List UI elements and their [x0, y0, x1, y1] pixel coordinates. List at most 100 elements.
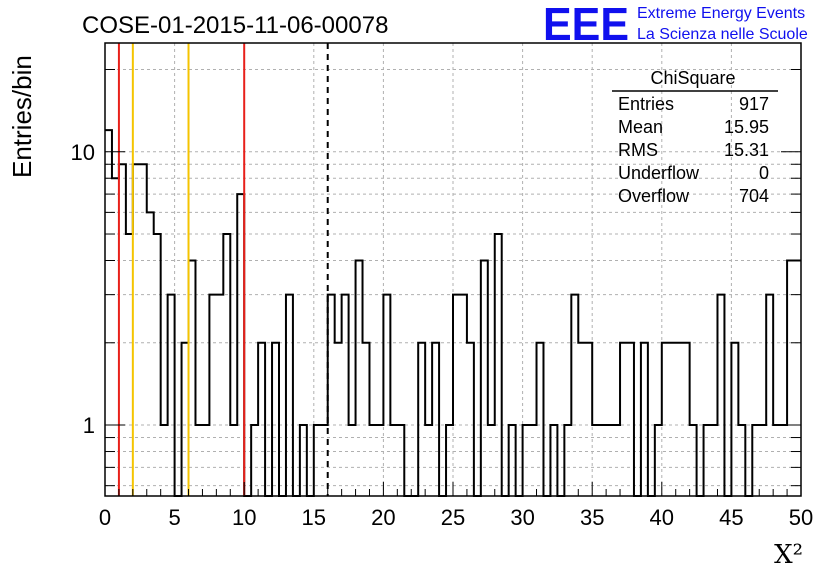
y-tick-label: 10 — [71, 140, 95, 165]
stats-value: 0 — [759, 163, 769, 183]
histogram-bin — [105, 130, 112, 496]
x-tick-label: 20 — [371, 505, 395, 530]
histogram-bin — [773, 425, 780, 496]
histogram-bin — [585, 343, 592, 496]
y-tick-labels: 1 10 — [71, 140, 95, 438]
histogram-bin — [717, 295, 724, 496]
histogram-bin — [766, 295, 773, 496]
histogram-bin — [237, 194, 244, 496]
histogram-bin — [787, 261, 794, 496]
histogram-bin — [272, 343, 279, 496]
histogram-bin — [690, 425, 697, 496]
logo-line-2: La Scienza nelle Scuole — [637, 26, 808, 43]
chart-title: COSE-01-2015-11-06-00078 — [82, 12, 388, 39]
histogram-bin — [495, 234, 502, 496]
histogram-bin — [314, 425, 321, 496]
histogram-bin — [418, 343, 425, 496]
histogram-bin — [119, 164, 126, 496]
x-tick-label: 45 — [719, 505, 743, 530]
histogram-bin — [133, 164, 140, 496]
histogram-bin — [606, 425, 613, 496]
histogram-bin — [258, 343, 265, 496]
stats-label: RMS — [618, 140, 658, 160]
histogram-bin — [328, 295, 335, 496]
x-tick-label: 10 — [232, 505, 256, 530]
x-tick-label: 35 — [580, 505, 604, 530]
histogram-bin — [300, 425, 307, 496]
histogram-bin — [488, 425, 495, 496]
histogram-bin — [481, 261, 488, 496]
y-axis-title: Entries/bin — [7, 55, 37, 178]
y-tick-label: 1 — [83, 413, 95, 438]
histogram-bin — [564, 425, 571, 496]
x-tick-label: 0 — [99, 505, 111, 530]
x-tick-label: 30 — [510, 505, 534, 530]
x-tick-label: 50 — [789, 505, 813, 530]
histogram-bin — [509, 425, 516, 496]
histogram-bin — [683, 343, 690, 496]
histogram-bin — [390, 425, 397, 496]
histogram-bin — [161, 425, 168, 496]
histogram-bin — [147, 212, 154, 496]
x-tick-labels: 0 5 10 15 20 25 30 35 40 45 50 — [99, 505, 813, 530]
histogram-bin — [342, 295, 349, 496]
histogram-bins — [105, 129, 801, 497]
histogram-bin — [537, 343, 544, 496]
histogram-bin — [627, 343, 634, 496]
histogram-bin — [112, 178, 119, 496]
histogram-bin — [251, 425, 258, 496]
histogram-bin — [620, 343, 627, 496]
x-tick-label: 40 — [650, 505, 674, 530]
stats-title: ChiSquare — [650, 68, 735, 88]
stats-value: 15.95 — [724, 117, 769, 137]
histogram-bin — [752, 425, 759, 496]
histogram-bin — [731, 343, 738, 496]
stats-box: ChiSquare Entries 917 Mean 15.95 RMS 15.31 Und… — [612, 68, 778, 206]
histogram-bin — [530, 425, 537, 496]
histogram-bin — [738, 425, 745, 496]
histogram-bin — [704, 425, 711, 496]
histogram-bin — [655, 425, 662, 496]
histogram-bin — [356, 261, 363, 496]
histogram-bin — [223, 234, 230, 496]
histogram-bin — [780, 425, 787, 496]
histogram-bin — [376, 425, 383, 496]
histogram-bin — [349, 425, 356, 496]
histogram-bin — [711, 425, 718, 496]
histogram-bin — [550, 425, 557, 496]
histogram-bin — [676, 343, 683, 496]
histogram-bin — [140, 164, 147, 496]
histogram-bin — [759, 425, 766, 496]
histogram-bin — [230, 425, 237, 496]
histogram-bin — [202, 425, 209, 496]
histogram-bin — [369, 425, 376, 496]
histogram-bin — [363, 343, 370, 496]
histogram-bin — [571, 295, 578, 496]
x-tick-label: 15 — [302, 505, 326, 530]
histogram-bin — [321, 425, 328, 496]
histogram-bin — [425, 425, 432, 496]
histogram-bin — [467, 343, 474, 496]
histogram-bin — [168, 295, 175, 496]
histogram-bin — [592, 425, 599, 496]
axis-ticks — [104, 68, 802, 496]
histogram-bin — [126, 234, 133, 496]
histogram-bin — [189, 261, 196, 496]
stats-value: 15.31 — [724, 140, 769, 160]
histogram-bin — [154, 234, 161, 496]
histogram-bin — [662, 343, 669, 496]
threshold-lines — [117, 43, 329, 496]
eee-logo: EEE Extreme Energy Events La Scienza nel… — [543, 0, 808, 50]
histogram-bin — [794, 261, 801, 496]
x-tick-label: 25 — [441, 505, 465, 530]
histogram-bin — [182, 343, 189, 496]
x-axis-title: X² — [774, 540, 803, 570]
histogram-bin — [397, 425, 404, 496]
histogram-bin — [613, 425, 620, 496]
histogram-bin — [446, 425, 453, 496]
histogram-bin — [460, 295, 467, 496]
histogram-bin — [578, 343, 585, 496]
histogram-bin — [383, 295, 390, 496]
histogram-bin — [432, 343, 439, 496]
